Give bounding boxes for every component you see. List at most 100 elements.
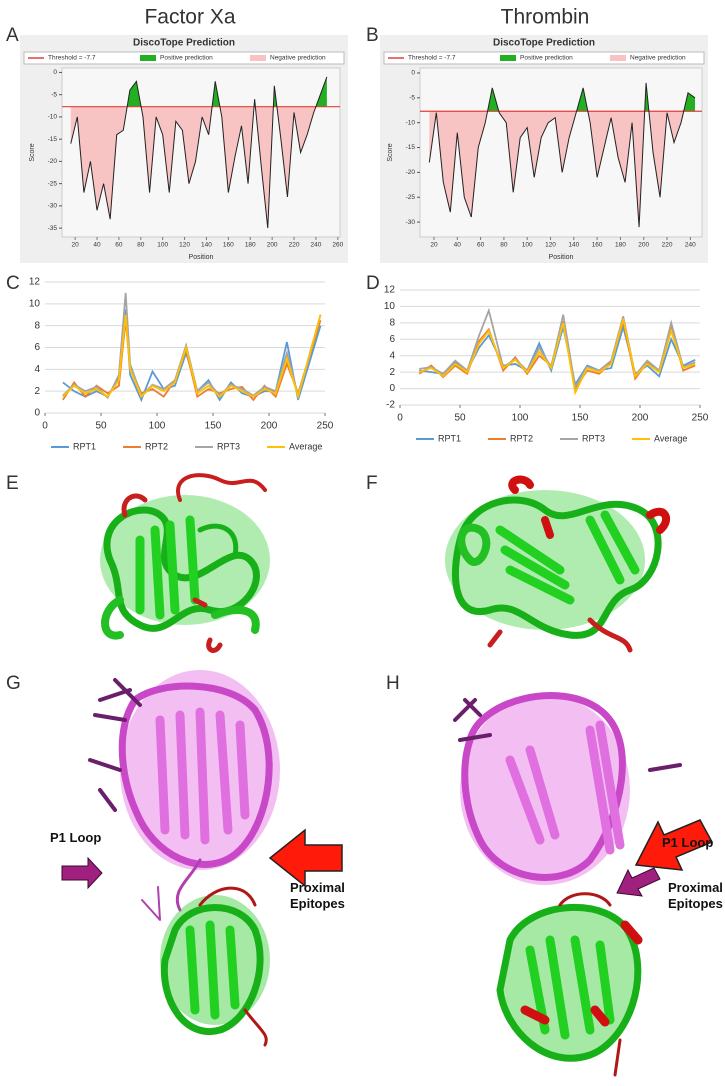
annotation: Proximal Epitopes — [668, 880, 723, 911]
legend-label: Positive prediction — [160, 55, 213, 62]
column-title: Factor Xa — [144, 6, 235, 29]
legend-label: Negative prediction — [270, 55, 326, 62]
x-tick-label: 180 — [245, 242, 256, 249]
x-tick-label: 120 — [179, 242, 190, 249]
y-tick-label: -5 — [409, 95, 415, 102]
y-tick-label: -15 — [406, 144, 416, 151]
x-tick-label: 240 — [685, 242, 696, 249]
arrow — [268, 828, 343, 888]
x-tick-label: 250 — [317, 421, 334, 432]
panel-label: E — [6, 473, 19, 494]
x-tick-label: 100 — [157, 242, 168, 249]
y-tick-label: 12 — [29, 277, 41, 288]
y-tick-label: 0 — [389, 383, 395, 394]
x-tick-label: 250 — [692, 413, 709, 424]
legend-label: RPT1 — [73, 441, 96, 451]
x-tick-label: 180 — [615, 242, 626, 249]
x-tick-label: 140 — [568, 242, 579, 249]
legend-swatch — [610, 55, 626, 61]
y-tick-label: -25 — [406, 194, 416, 201]
x-tick-label: 60 — [115, 242, 123, 249]
y-tick-label: -5 — [51, 91, 57, 98]
legend-swatch — [140, 55, 156, 61]
x-tick-label: 150 — [572, 413, 589, 424]
y-tick-label: 0 — [411, 70, 415, 77]
x-tick-label: 200 — [632, 413, 649, 424]
chart-title: DiscoTope Prediction — [133, 38, 235, 49]
annotation: Proximal Epitopes — [290, 880, 345, 911]
x-tick-label: 140 — [201, 242, 212, 249]
legend-label: Average — [654, 433, 687, 443]
legend-label: RPT1 — [438, 433, 461, 443]
x-tick-label: 160 — [223, 242, 234, 249]
series-line — [418, 318, 696, 396]
x-tick-label: 100 — [149, 421, 166, 432]
x-axis-label: Position — [549, 254, 574, 261]
x-tick-label: 40 — [454, 242, 462, 249]
y-tick-label: 4 — [34, 364, 40, 375]
x-tick-label: 260 — [332, 242, 343, 249]
y-axis-label: Score — [387, 143, 394, 161]
protein-structure — [88, 670, 280, 1047]
x-tick-label: 20 — [72, 242, 80, 249]
protein-structure — [100, 473, 270, 653]
panel-label: A — [6, 25, 19, 46]
x-tick-label: 240 — [310, 242, 321, 249]
y-tick-label: -10 — [48, 114, 58, 121]
legend-label: Positive prediction — [520, 55, 573, 62]
annotation: P1 Loop — [662, 835, 714, 850]
x-tick-label: 0 — [397, 413, 403, 424]
positive-area — [429, 82, 696, 112]
y-tick-label: -30 — [406, 219, 416, 226]
x-tick-label: 100 — [522, 242, 533, 249]
legend-label: Threshold = -7.7 — [48, 55, 96, 62]
y-tick-label: -35 — [48, 225, 58, 232]
y-axis-label: Score — [29, 143, 36, 161]
y-tick-label: 2 — [389, 367, 395, 378]
y-tick-label: 10 — [29, 298, 41, 309]
panel-label: F — [366, 473, 378, 494]
x-tick-label: 220 — [662, 242, 673, 249]
y-tick-label: 6 — [34, 342, 40, 353]
x-tick-label: 150 — [205, 421, 222, 432]
column-title: Thrombin — [501, 6, 590, 29]
y-tick-label: 6 — [389, 334, 395, 345]
x-tick-label: 80 — [500, 242, 508, 249]
score-line — [70, 76, 328, 229]
y-tick-label: 8 — [389, 317, 395, 328]
x-tick-label: 20 — [430, 242, 438, 249]
y-tick-label: -10 — [406, 119, 416, 126]
legend-label: RPT2 — [145, 441, 168, 451]
x-tick-label: 200 — [638, 242, 649, 249]
series-line — [62, 314, 322, 400]
y-tick-label: -15 — [48, 136, 58, 143]
score-line — [428, 82, 696, 228]
panel-label: B — [366, 25, 379, 46]
panel-label: D — [366, 273, 380, 294]
x-tick-label: 50 — [95, 421, 107, 432]
series-line — [419, 307, 696, 390]
legend-label: RPT3 — [582, 433, 605, 443]
y-tick-label: 12 — [384, 285, 396, 296]
x-tick-label: 220 — [289, 242, 300, 249]
x-tick-label: 80 — [137, 242, 145, 249]
y-tick-label: -20 — [48, 158, 58, 165]
y-tick-label: -25 — [48, 180, 58, 187]
negative-area — [429, 111, 684, 228]
legend-swatch — [250, 55, 266, 61]
y-tick-label: 4 — [389, 350, 395, 361]
y-tick-label: 0 — [53, 69, 57, 76]
x-axis-label: Position — [189, 254, 214, 261]
legend-swatch — [500, 55, 516, 61]
x-tick-label: 120 — [545, 242, 556, 249]
y-tick-label: -2 — [386, 400, 395, 411]
chart-title: DiscoTope Prediction — [493, 38, 595, 49]
series-line — [62, 292, 322, 400]
x-tick-label: 200 — [261, 421, 278, 432]
protein-structure — [453, 692, 682, 1077]
series-line — [62, 319, 322, 402]
arrow — [61, 856, 103, 890]
legend-label: Threshold = -7.7 — [408, 55, 456, 62]
